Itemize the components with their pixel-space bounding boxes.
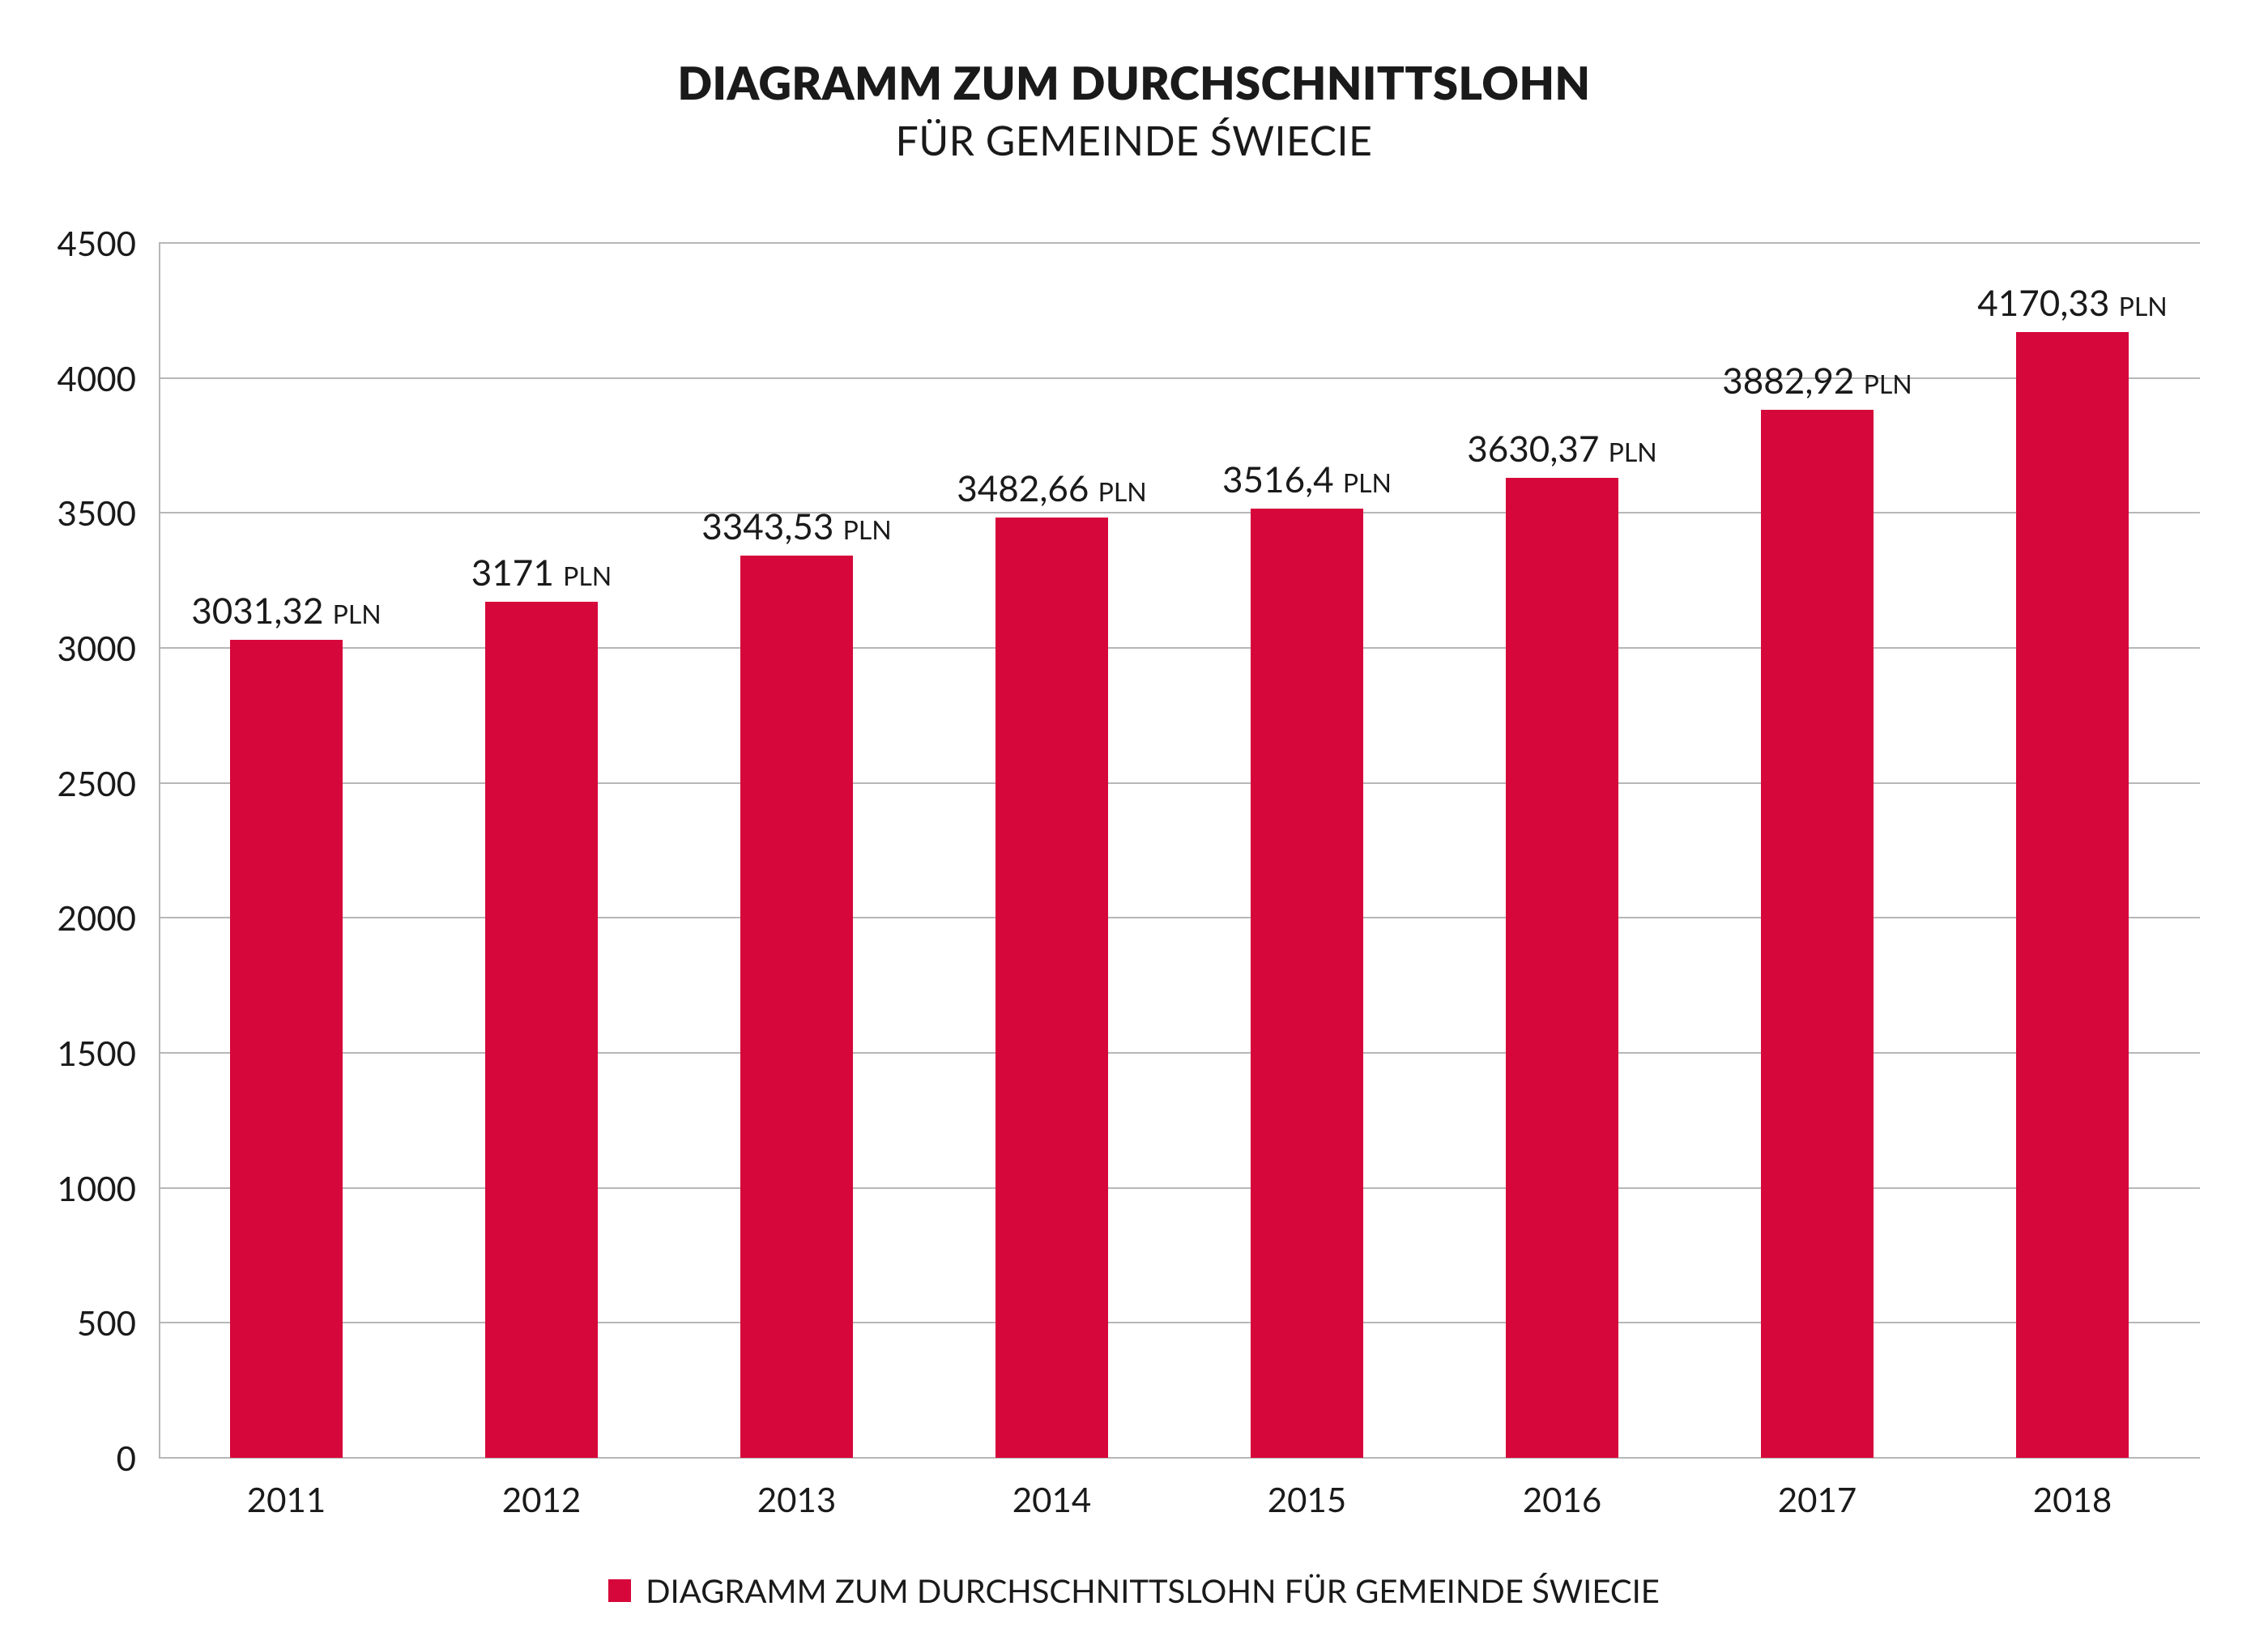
bar-value-label: 3171 PLN	[471, 555, 612, 602]
y-tick-label: 3000	[58, 628, 159, 668]
bar: 3031,32 PLN	[230, 640, 343, 1458]
y-tick-label: 2500	[58, 763, 159, 803]
bar: 3516,4 PLN	[1251, 509, 1363, 1458]
y-tick-label: 4500	[58, 223, 159, 263]
bar-value-label: 3516,4 PLN	[1222, 462, 1392, 509]
x-tick-label: 2013	[757, 1458, 836, 1519]
y-tick-label: 3500	[58, 492, 159, 533]
bar-value-label: 3630,37 PLN	[1467, 431, 1656, 478]
y-tick-label: 1500	[58, 1033, 159, 1073]
chart-plot-area: 050010001500200025003000350040004500 303…	[159, 243, 2200, 1458]
bar: 3343,53 PLN	[740, 556, 853, 1459]
x-tick-label: 2017	[1778, 1458, 1857, 1519]
bar-value-label: 4170,33 PLN	[1977, 285, 2167, 332]
bar-value-label: 3882,92 PLN	[1722, 363, 1912, 410]
y-tick-label: 4000	[58, 358, 159, 398]
x-tick-label: 2012	[502, 1458, 581, 1519]
y-tick-label: 1000	[58, 1168, 159, 1208]
bar: 4170,33 PLN	[2016, 332, 2129, 1458]
bar: 3630,37 PLN	[1506, 478, 1618, 1458]
bar-value-label: 3343,53 PLN	[701, 509, 891, 556]
bar: 3482,66 PLN	[995, 518, 1108, 1458]
legend-text: DIAGRAMM ZUM DURCHSCHNITTSLOHN FÜR GEMEI…	[646, 1571, 1660, 1610]
bars-container: 3031,32 PLN 3171 PLN 3343,53 PLN 3482,66 PL…	[159, 243, 2200, 1458]
y-tick-label: 500	[77, 1302, 159, 1343]
chart-title-main: DIAGRAMM ZUM DURCHSCHNITTSLOHN	[0, 55, 2268, 109]
x-tick-label: 2015	[1268, 1458, 1346, 1519]
x-tick-label: 2018	[2033, 1458, 2112, 1519]
x-tick-label: 2014	[1013, 1458, 1091, 1519]
bar-value-label: 3031,32 PLN	[191, 593, 381, 640]
bar: 3882,92 PLN	[1761, 410, 1874, 1458]
y-tick-label: 0	[117, 1438, 159, 1478]
y-tick-label: 2000	[58, 897, 159, 938]
salary-chart: DIAGRAMM ZUM DURCHSCHNITTSLOHN FÜR GEMEI…	[0, 0, 2268, 1636]
legend-swatch	[608, 1579, 631, 1602]
bar-value-label: 3482,66 PLN	[957, 471, 1146, 518]
legend-item: DIAGRAMM ZUM DURCHSCHNITTSLOHN FÜR GEMEI…	[608, 1571, 1660, 1610]
chart-title-sub: FÜR GEMEINDE ŚWIECIE	[0, 116, 2268, 164]
x-tick-label: 2011	[247, 1458, 326, 1519]
bar: 3171 PLN	[485, 602, 598, 1458]
chart-legend: DIAGRAMM ZUM DURCHSCHNITTSLOHN FÜR GEMEI…	[0, 1571, 2268, 1610]
x-tick-label: 2016	[1523, 1458, 1601, 1519]
chart-title-block: DIAGRAMM ZUM DURCHSCHNITTSLOHN FÜR GEMEI…	[0, 55, 2268, 164]
